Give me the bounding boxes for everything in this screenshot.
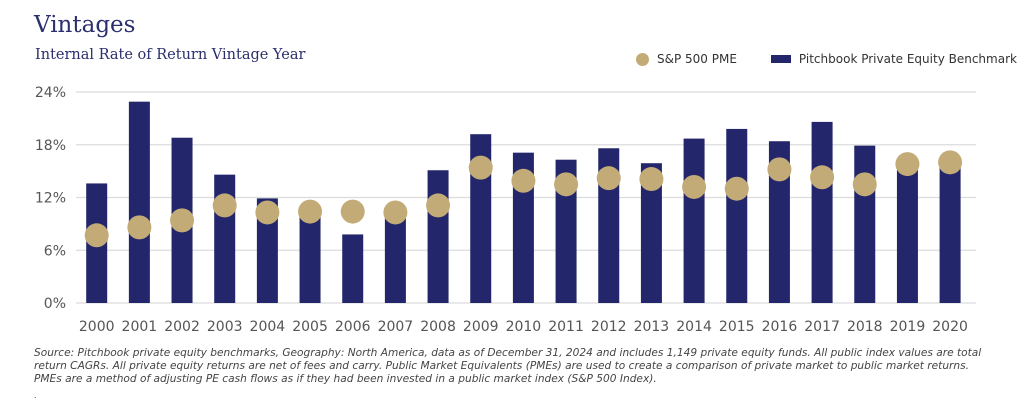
y-tick-label: 12% bbox=[35, 191, 66, 207]
dot-pme bbox=[170, 208, 195, 233]
dot-pme bbox=[383, 200, 408, 225]
x-tick-label: 2009 bbox=[463, 319, 499, 335]
dot-pme bbox=[127, 215, 152, 240]
x-tick-label: 2018 bbox=[847, 319, 883, 335]
x-tick-label: 2011 bbox=[548, 319, 584, 335]
bar-benchmark bbox=[427, 170, 449, 303]
x-tick-label: 2014 bbox=[676, 319, 712, 335]
bar-benchmark bbox=[854, 145, 876, 303]
x-tick-label: 2006 bbox=[335, 319, 371, 335]
dot-pme bbox=[554, 172, 579, 197]
y-tick-label: 18% bbox=[35, 138, 66, 154]
dot-pme bbox=[426, 193, 451, 218]
y-tick-label: 6% bbox=[44, 243, 66, 259]
x-tick-label: 2016 bbox=[762, 319, 798, 335]
dot-pme bbox=[255, 200, 280, 225]
dot-pme bbox=[895, 152, 920, 177]
dot-pme bbox=[767, 157, 792, 182]
y-tick-label: 24% bbox=[35, 85, 66, 101]
chart-subtitle: Internal Rate of Return Vintage Year bbox=[35, 47, 306, 63]
dot-pme bbox=[682, 174, 707, 199]
x-tick-label: 2013 bbox=[634, 319, 670, 335]
bar-benchmark bbox=[342, 234, 364, 303]
legend-bar-swatch bbox=[770, 55, 791, 63]
dot-pme bbox=[212, 193, 237, 218]
bar-benchmark bbox=[555, 159, 577, 303]
legend-dot-swatch bbox=[636, 52, 649, 66]
x-tick-label: 2015 bbox=[719, 319, 755, 335]
x-tick-label: 2003 bbox=[207, 319, 243, 335]
y-tick-label: 0% bbox=[44, 296, 66, 312]
dot-pme bbox=[938, 150, 963, 175]
legend: S&P 500 PME Pitchbook Private Equity Ben… bbox=[636, 52, 1017, 66]
bar-benchmark bbox=[939, 165, 961, 303]
bar-benchmark bbox=[683, 138, 705, 303]
bar-benchmark bbox=[128, 101, 150, 303]
x-tick-label: 2012 bbox=[591, 319, 627, 335]
dot-pme bbox=[639, 167, 664, 192]
legend-label-benchmark: Pitchbook Private Equity Benchmark bbox=[798, 52, 1017, 66]
bar-benchmark bbox=[384, 215, 406, 303]
x-tick-label: 2002 bbox=[164, 319, 200, 335]
x-tick-label: 2020 bbox=[932, 319, 968, 335]
bar-benchmark bbox=[299, 214, 321, 303]
dot-pme bbox=[724, 176, 749, 201]
dot-pme bbox=[340, 199, 365, 224]
dot-pme bbox=[852, 172, 877, 197]
bar-benchmark bbox=[256, 198, 278, 303]
x-tick-label: 2008 bbox=[420, 319, 456, 335]
legend-label-pme: S&P 500 PME bbox=[657, 52, 737, 66]
chart-title: Vintages bbox=[34, 12, 136, 38]
dot-pme bbox=[511, 168, 536, 193]
x-tick-label: 2017 bbox=[804, 319, 840, 335]
x-tick-label: 2004 bbox=[250, 319, 286, 335]
x-tick-label: 2007 bbox=[378, 319, 414, 335]
dot-pme bbox=[298, 199, 323, 224]
bar-benchmark bbox=[726, 128, 748, 303]
bar-benchmark bbox=[768, 141, 790, 303]
x-tick-label: 2000 bbox=[79, 319, 115, 335]
x-tick-label: 2005 bbox=[292, 319, 328, 335]
dot-pme bbox=[596, 166, 621, 191]
x-tick-label: 2001 bbox=[122, 319, 158, 335]
dot-pme bbox=[810, 165, 835, 190]
x-tick-label: 2019 bbox=[890, 319, 926, 335]
bar-benchmark bbox=[811, 121, 833, 304]
dot-pme bbox=[84, 223, 109, 248]
dot-pme bbox=[468, 155, 493, 180]
bar-benchmark bbox=[896, 166, 918, 303]
footnote-trailing: . bbox=[34, 390, 37, 400]
source-footnote: Source: Pitchbook private equity benchma… bbox=[34, 347, 982, 385]
bar-benchmark bbox=[640, 163, 662, 303]
x-tick-label: 2010 bbox=[506, 319, 542, 335]
